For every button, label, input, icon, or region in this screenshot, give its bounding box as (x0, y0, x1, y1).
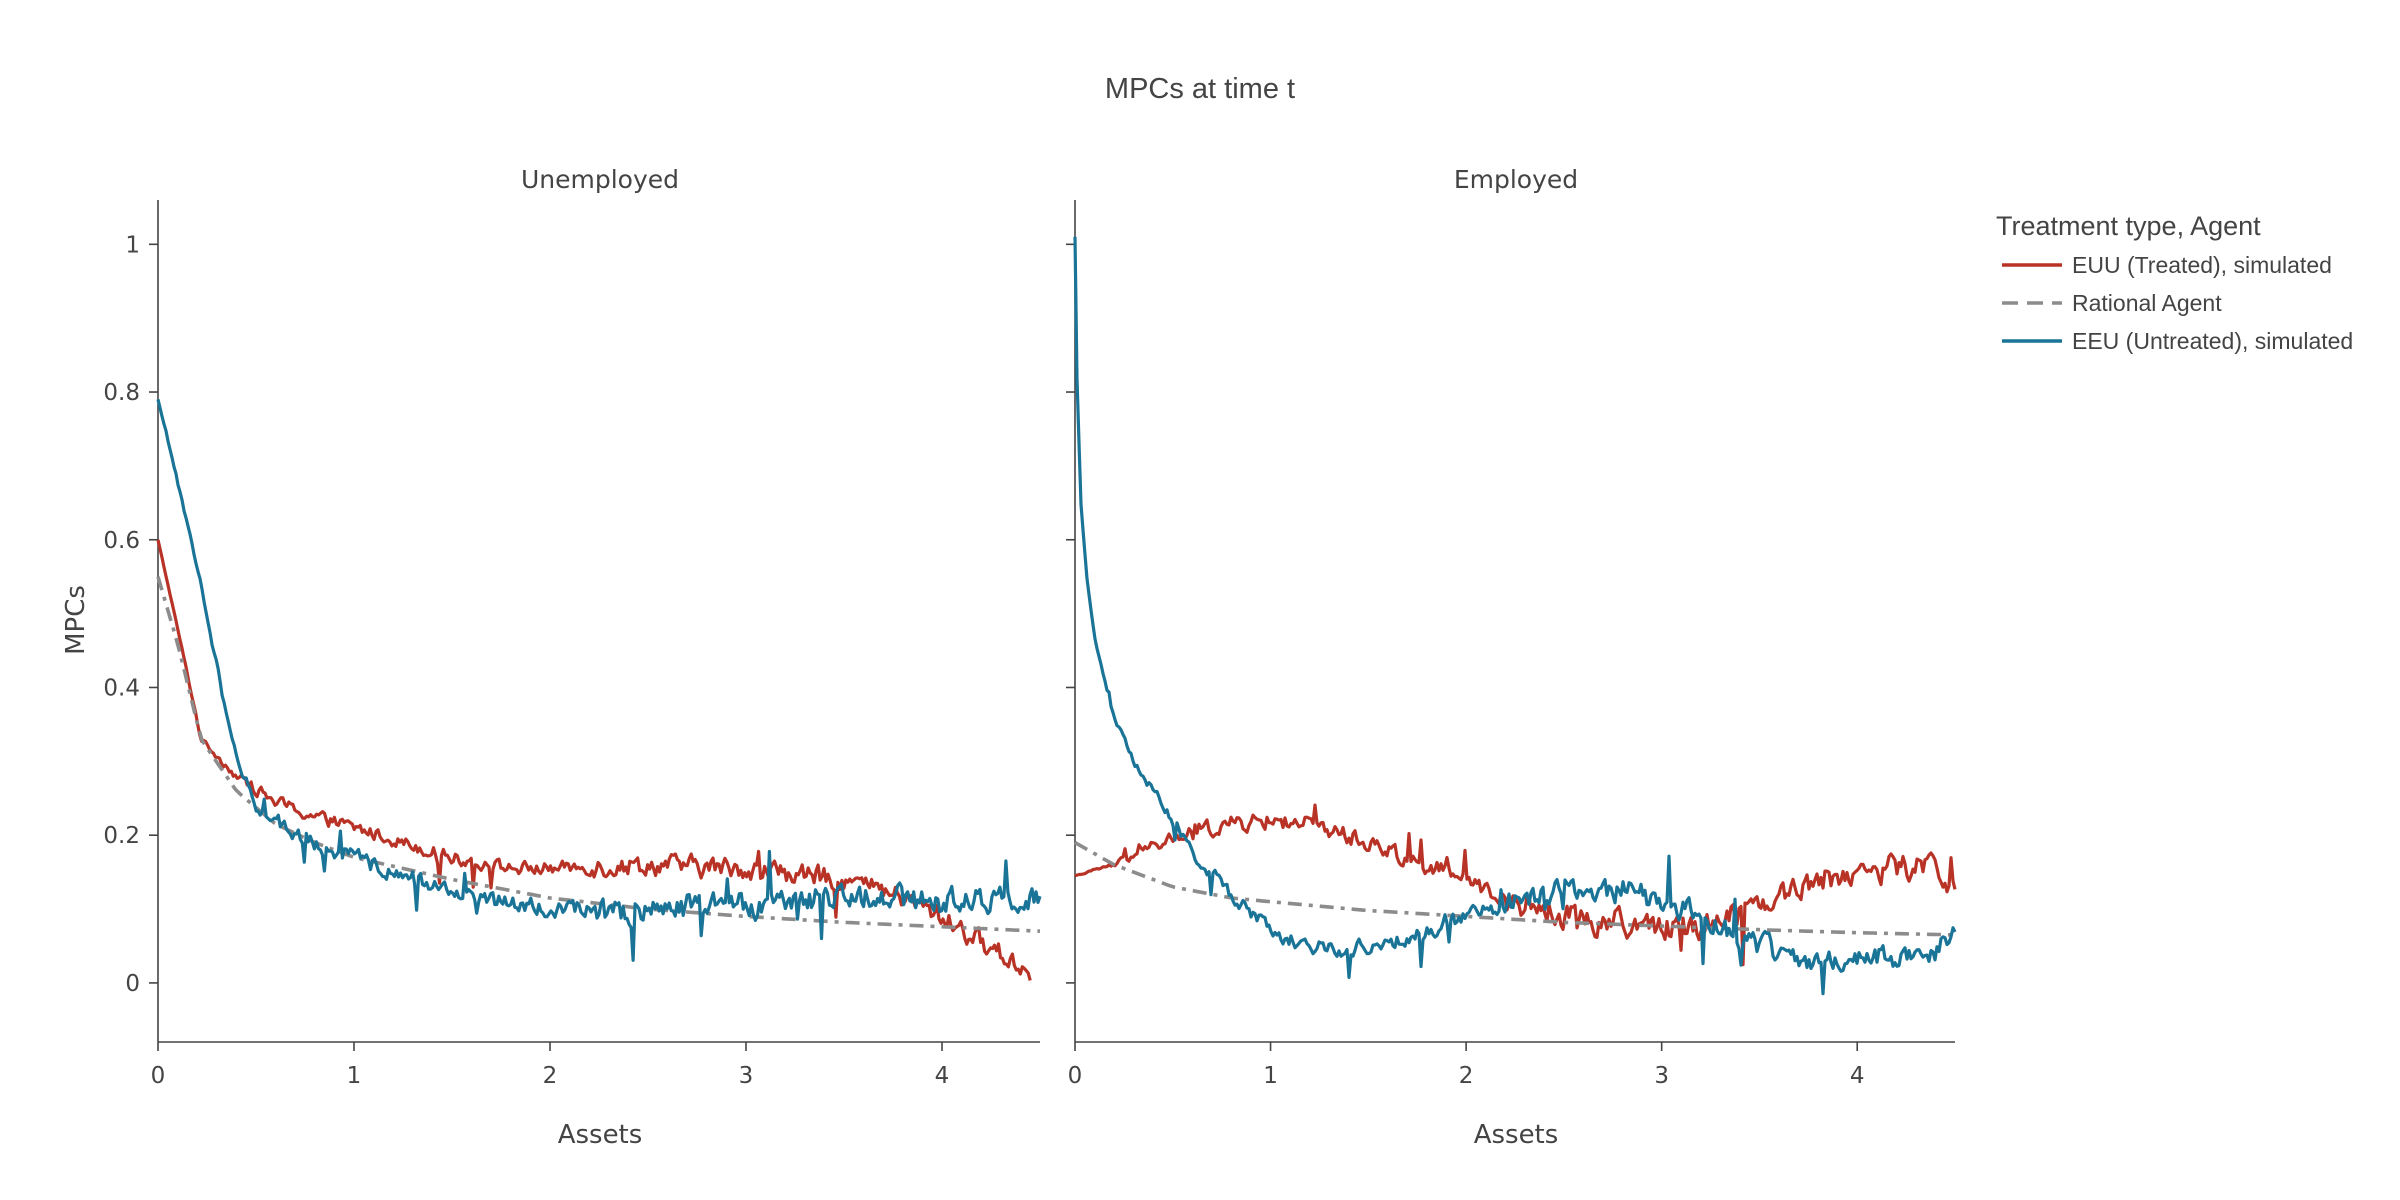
x-tick-label: 4 (935, 1063, 950, 1089)
legend-entry-rational: Rational Agent (2002, 290, 2222, 316)
series-line-eeu (1073, 236, 1957, 996)
x-tick-label: 2 (1459, 1063, 1474, 1089)
y-tick-label: 1 (125, 232, 140, 258)
legend-label-euu: EUU (Treated), simulated (2072, 252, 2332, 278)
series-line-euu (156, 539, 1032, 981)
panel-employed: Employed Assets 0 1 2 3 4 (1066, 165, 1957, 1150)
x-tick-label: 1 (347, 1063, 362, 1089)
y-tick-label: 0.8 (103, 380, 140, 406)
y-axis-label: MPCs (61, 585, 91, 655)
y-tick-label: 0.2 (103, 823, 140, 849)
legend-label-rational: Rational Agent (2072, 290, 2222, 316)
x-tick-label: 2 (543, 1063, 558, 1089)
chart-title: MPCs at time t (1105, 73, 1295, 105)
series-line-eeu (156, 399, 1042, 962)
y-tick-label: 0.4 (103, 675, 140, 701)
panel-unemployed: Unemployed Assets 0 1 2 3 4 0 0.2 0.4 0.6 0.8 1 (103, 165, 1042, 1150)
x-tick-label: 4 (1850, 1063, 1865, 1089)
panel-title-employed: Employed (1454, 165, 1578, 194)
x-tick-label: 1 (1263, 1063, 1278, 1089)
legend-entry-eeu: EEU (Untreated), simulated (2002, 328, 2353, 354)
x-tick-label: 0 (151, 1063, 166, 1089)
x-tick-label: 3 (1654, 1063, 1669, 1089)
y-tick-label: 0.6 (103, 528, 140, 554)
legend-label-eeu: EEU (Untreated), simulated (2072, 328, 2353, 354)
series-line-rational (1074, 841, 1956, 937)
series-line-rational (156, 576, 1041, 933)
series-line-euu (1074, 803, 1957, 967)
legend: Treatment type, Agent EUU (Treated), sim… (1996, 211, 2353, 354)
x-tick-label: 0 (1068, 1063, 1083, 1089)
x-tick-label: 3 (739, 1063, 754, 1089)
legend-title: Treatment type, Agent (1996, 211, 2261, 241)
x-axis-label-unemployed: Assets (558, 1120, 643, 1150)
y-tick-label: 0 (125, 971, 140, 997)
legend-entry-euu: EUU (Treated), simulated (2002, 252, 2332, 278)
panel-title-unemployed: Unemployed (521, 165, 679, 194)
x-axis-label-employed: Assets (1474, 1120, 1559, 1150)
